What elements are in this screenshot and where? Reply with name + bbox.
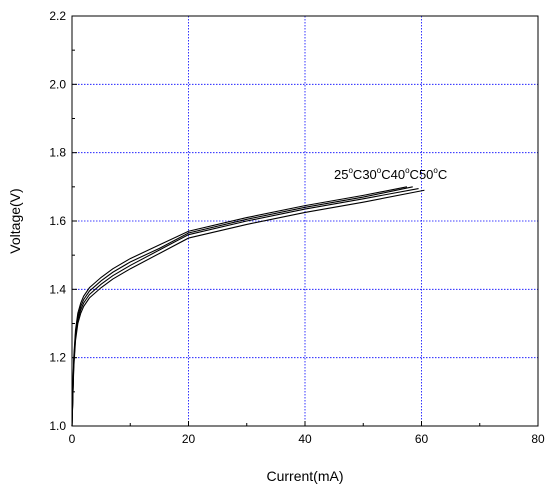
- ticks: 0 20 40 60 80 1.0 1.2 1.4 1.6 1.8 2.0 2.2: [49, 9, 545, 446]
- grid: [72, 16, 538, 426]
- y-tick-label: 1.2: [49, 351, 66, 365]
- y-tick-label: 1.6: [49, 214, 66, 228]
- x-tick-label: 60: [415, 432, 429, 446]
- y-tick-label: 1.8: [49, 146, 66, 160]
- x-axis-title: Current(mA): [266, 468, 343, 484]
- y-tick-label: 2.0: [49, 77, 66, 91]
- series-line: [71, 186, 413, 427]
- x-tick-label: 20: [182, 432, 196, 446]
- x-tick-label: 0: [69, 432, 76, 446]
- y-tick-label: 1.0: [49, 419, 66, 433]
- y-tick-label: 2.2: [49, 9, 66, 23]
- x-tick-label: 80: [531, 432, 545, 446]
- temperature-annotation: 25oC30oC40oC50oC: [334, 166, 447, 182]
- y-tick-label: 1.4: [49, 282, 66, 296]
- x-tick-label: 40: [298, 432, 312, 446]
- series-group: [71, 186, 425, 427]
- y-axis-title: Voltage(V): [7, 188, 23, 253]
- series-line: [71, 187, 419, 427]
- series-line: [71, 189, 425, 427]
